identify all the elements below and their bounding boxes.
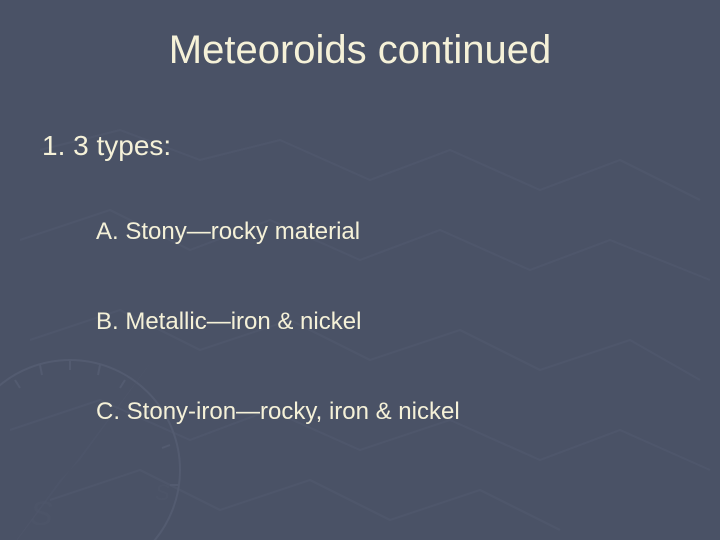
- svg-text:S: S: [155, 480, 170, 505]
- list-item-a: A. Stony—rocky material: [96, 218, 360, 246]
- compass-watermark: S S: [0, 0, 720, 540]
- slide-title: Meteoroids continued: [0, 28, 720, 73]
- list-item-c: C. Stony-iron—rocky, iron & nickel: [96, 398, 460, 426]
- list-item-b: B. Metallic—iron & nickel: [96, 308, 361, 336]
- list-heading: 1. 3 types:: [42, 130, 171, 162]
- slide: S S Meteoroids continued 1. 3 types: A. …: [0, 0, 720, 540]
- svg-text:S: S: [30, 495, 53, 533]
